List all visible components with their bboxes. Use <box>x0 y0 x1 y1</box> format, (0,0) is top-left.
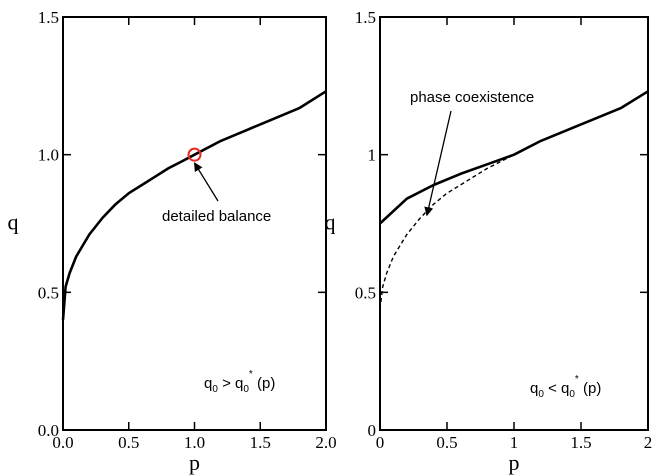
condition-part: * <box>249 369 253 380</box>
annotation-text: phase coexistence <box>410 89 534 106</box>
y-axis-label: q <box>8 210 19 235</box>
solid-series-line <box>379 90 649 225</box>
condition-part: q <box>235 375 243 392</box>
x-tick-label: 2 <box>644 433 652 452</box>
chart-panel-1: 0.0 0.5 1.0 1.5 2.0 0.0 0.5 1.0 1.5 p q detailed ba… <box>8 8 337 475</box>
solid-series-line <box>61 90 327 321</box>
y-tick-label: 1.0 <box>38 146 59 165</box>
x-tick-label: 0.5 <box>436 433 457 452</box>
x-tick-label: 1 <box>510 433 519 452</box>
condition-part: q <box>204 375 212 392</box>
condition-part: < <box>544 380 561 397</box>
plot-frame <box>379 16 649 431</box>
condition-part: q <box>561 380 569 397</box>
condition-part: 0 <box>569 389 575 400</box>
x-tick-label: 1.5 <box>250 433 271 452</box>
x-tick-label: 2.0 <box>315 433 336 452</box>
annotation-text: detailed balance <box>162 208 271 225</box>
x-tick-label: 1.0 <box>184 433 205 452</box>
condition-part: * <box>575 374 579 385</box>
condition-part: (p) <box>579 380 602 397</box>
condition-part: (p) <box>253 375 276 392</box>
y-tick-label: 1.5 <box>355 8 376 27</box>
condition-part: > <box>218 375 235 392</box>
dashed-series-line <box>379 154 515 309</box>
x-tick-label: 1.5 <box>570 433 591 452</box>
condition-part: q <box>530 380 538 397</box>
condition-part: 0 <box>243 384 249 395</box>
y-axis-label: q <box>325 210 336 235</box>
condition-label: q0 > q0* (p) <box>204 369 275 395</box>
condition-part: 0 <box>538 389 544 400</box>
x-tick-label: 0.0 <box>52 433 73 452</box>
x-tick-label: 0.5 <box>118 433 139 452</box>
y-tick-label: 0.5 <box>38 283 59 302</box>
condition-label: q0 < q0* (p) <box>530 374 601 400</box>
y-tick-label: 0 <box>368 421 377 440</box>
x-tick-label: 0 <box>376 433 385 452</box>
y-tick-label: 1.5 <box>38 8 59 27</box>
condition-part: 0 <box>212 384 218 395</box>
annotation-arrow <box>424 110 452 217</box>
annotation-arrow <box>193 162 219 202</box>
detailed-balance-marker <box>187 147 202 162</box>
y-tick-label: 1 <box>368 146 377 165</box>
y-tick-label: 0.5 <box>355 283 376 302</box>
x-axis-label: p <box>189 450 200 475</box>
x-axis-label: p <box>509 450 520 475</box>
y-tick-label: 0.0 <box>38 421 59 440</box>
